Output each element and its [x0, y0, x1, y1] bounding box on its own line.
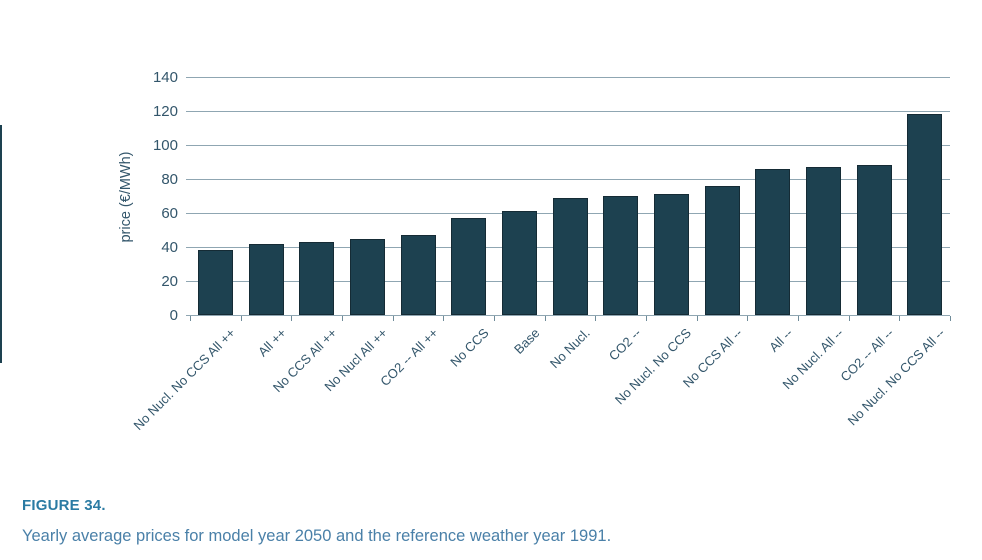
y-tick-label: 40	[161, 239, 178, 256]
figure-caption-text: Yearly average prices for model year 205…	[22, 527, 612, 545]
bar	[755, 168, 791, 315]
x-tick-mark	[646, 316, 647, 321]
x-tick-mark	[241, 316, 242, 321]
bar	[248, 243, 284, 315]
x-category-label: CO2 --	[605, 325, 644, 364]
y-tick-label: 20	[161, 273, 178, 290]
x-tick-mark	[291, 316, 292, 321]
x-tick-mark	[798, 316, 799, 321]
bar	[907, 114, 943, 315]
bar	[653, 194, 689, 315]
x-tick-mark	[697, 316, 698, 321]
y-tick-label: 80	[161, 171, 178, 188]
gridline-140	[186, 76, 950, 78]
x-tick-mark	[342, 316, 343, 321]
y-tick-label: 0	[169, 307, 178, 324]
x-tick-mark	[443, 316, 444, 321]
gridline-100	[186, 144, 950, 146]
y-tick-label: 140	[152, 69, 178, 86]
bar	[400, 235, 436, 315]
x-category-label: No Nucl. No CCS All ++	[130, 325, 239, 433]
bar	[856, 165, 892, 315]
bar	[197, 250, 233, 315]
y-tick-label: 60	[161, 205, 178, 222]
figure-caption-block: FIGURE 34. Yearly average prices for mod…	[22, 497, 922, 546]
price-bar-chart: price (€/MWh) 140 120 100 80 60 40 20 0 No Nucl.…	[118, 69, 951, 433]
bar	[501, 211, 537, 315]
x-category-label: All ++	[254, 325, 289, 360]
bar	[603, 196, 639, 315]
gridline-120	[186, 110, 950, 112]
x-category-label: No Nucl. No CCS All --	[844, 325, 948, 429]
x-axis-line	[186, 315, 950, 316]
page-edge-rule	[0, 125, 2, 363]
x-tick-mark	[393, 316, 394, 321]
x-tick-mark	[545, 316, 546, 321]
x-tick-mark	[849, 316, 850, 321]
x-tick-mark	[190, 316, 191, 321]
x-tick-mark	[950, 316, 951, 321]
x-tick-mark	[747, 316, 748, 321]
x-category-label: No CCS	[447, 325, 492, 370]
x-category-label: All --	[766, 325, 796, 355]
y-axis-title: price (€/MWh)	[118, 151, 134, 243]
bar	[704, 185, 740, 315]
x-category-label: No Nucl.	[547, 325, 593, 372]
x-category-label: Base	[510, 325, 543, 357]
y-tick-label: 120	[152, 103, 178, 120]
figure-number-label: FIGURE 34.	[22, 497, 106, 514]
x-tick-mark	[899, 316, 900, 321]
bar	[299, 241, 335, 315]
bar	[805, 167, 841, 315]
x-tick-mark	[595, 316, 596, 321]
y-tick-label: 100	[152, 137, 178, 154]
bar	[349, 238, 385, 315]
gridline-80	[186, 178, 950, 180]
x-tick-mark	[494, 316, 495, 321]
bar	[451, 218, 487, 315]
bar	[552, 197, 588, 315]
